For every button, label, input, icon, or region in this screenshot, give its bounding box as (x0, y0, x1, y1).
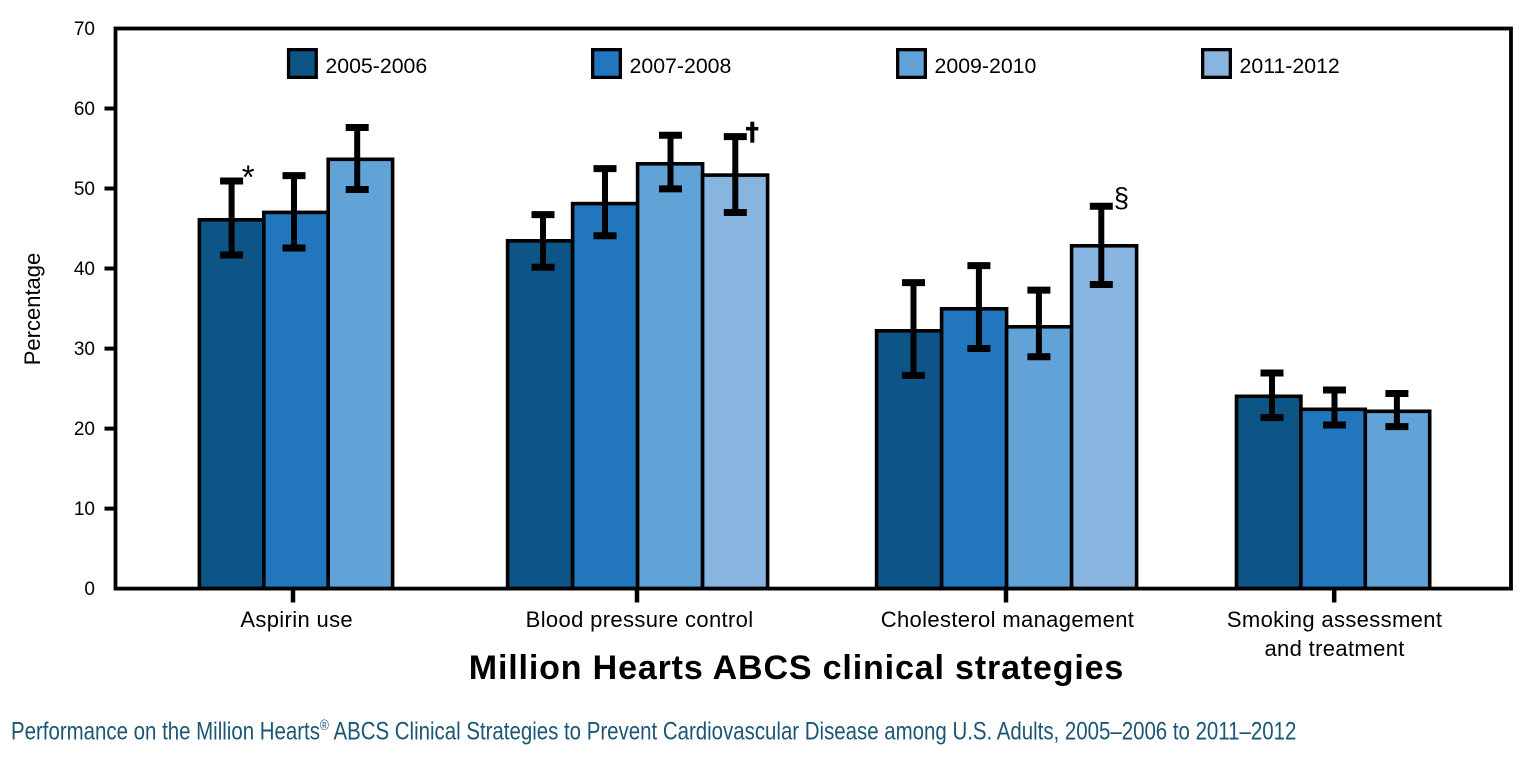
svg-text:*: * (242, 159, 255, 196)
svg-text:2011-2012: 2011-2012 (1240, 54, 1340, 78)
svg-text:Percentage: Percentage (20, 253, 45, 366)
svg-text:10: 10 (74, 499, 95, 520)
svg-text:0: 0 (84, 579, 95, 600)
svg-text:60: 60 (74, 99, 95, 120)
svg-text:2005-2006: 2005-2006 (325, 54, 427, 78)
svg-text:30: 30 (74, 339, 95, 360)
svg-text:70: 70 (74, 19, 95, 40)
svg-text:§: § (1114, 182, 1129, 213)
svg-text:50: 50 (74, 179, 95, 200)
svg-text:Blood pressure control: Blood pressure control (526, 607, 754, 632)
svg-text:Aspirin use: Aspirin use (240, 607, 353, 632)
svg-text:and treatment: and treatment (1264, 636, 1404, 661)
svg-text:Cholesterol management: Cholesterol management (881, 607, 1135, 632)
svg-text:40: 40 (74, 259, 95, 280)
svg-text:Million Hearts ABCS clinical s: Million Hearts ABCS clinical strategies (469, 649, 1124, 687)
svg-text:2009-2010: 2009-2010 (935, 54, 1037, 78)
svg-text:Smoking assessment: Smoking assessment (1227, 607, 1442, 632)
svg-text:2007-2008: 2007-2008 (630, 54, 732, 78)
svg-text:20: 20 (74, 419, 95, 440)
